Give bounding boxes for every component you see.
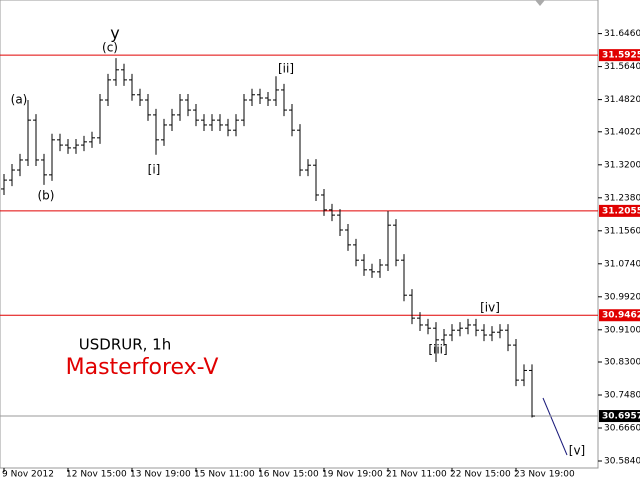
level-label-bg — [599, 204, 640, 217]
x-tick-label: 16 Nov 15:00 — [258, 470, 319, 480]
wave-label: [ii] — [278, 62, 294, 76]
wave-label: (a) — [11, 93, 28, 107]
y-tick-label: 31.2380 — [604, 193, 640, 203]
wave-label: [v] — [569, 444, 585, 458]
chart-title: USDRUR, 1h — [79, 336, 171, 354]
scroll-marker — [535, 0, 545, 6]
level-label: 30.6957 — [602, 412, 640, 422]
chart-subtitle: Masterforex-V — [66, 355, 219, 380]
wave-label: [i] — [148, 163, 161, 177]
y-tick-label: 31.1560 — [604, 226, 640, 236]
y-tick-label: 30.9100 — [604, 325, 640, 335]
y-tick-label: 30.9920 — [604, 292, 640, 302]
x-tick-label: 15 Nov 11:00 — [194, 470, 255, 480]
level-label-bg — [599, 410, 640, 423]
y-tick-label: 30.8300 — [604, 357, 640, 367]
y-tick-label: 30.6660 — [604, 423, 640, 433]
y-tick-label: 31.4820 — [604, 95, 640, 105]
y-tick-label: 30.7480 — [604, 390, 640, 400]
x-tick-label: 19 Nov 19:00 — [322, 470, 383, 480]
level-label-bg — [599, 309, 640, 322]
y-tick-label: 31.0740 — [604, 259, 640, 269]
plot-frame — [0, 0, 599, 469]
level-label: 31.5925 — [602, 51, 640, 61]
level-label: 31.2055 — [602, 206, 640, 216]
level-label-bg — [599, 49, 640, 62]
wave-label: (c) — [102, 41, 118, 55]
x-tick-label: 21 Nov 11:00 — [386, 470, 447, 480]
x-tick-label: 22 Nov 15:00 — [450, 470, 511, 480]
level-label: 30.9462 — [602, 311, 640, 321]
wave-label: [iv] — [480, 301, 500, 315]
x-tick-label: 23 Nov 19:00 — [514, 470, 575, 480]
forecast-line — [542, 397, 568, 456]
x-tick-label: 13 Nov 19:00 — [130, 470, 191, 480]
y-tick-label: 31.4020 — [604, 127, 640, 137]
x-tick-label: 9 Nov 2012 — [2, 470, 54, 480]
wave-label: (b) — [38, 189, 55, 203]
y-tick-label: 30.5840 — [604, 456, 640, 466]
y-tick-label: 31.6460 — [604, 29, 640, 39]
wave-label: y — [110, 24, 119, 43]
y-tick-label: 31.5640 — [604, 62, 640, 72]
y-tick-label: 31.3200 — [604, 160, 640, 170]
x-tick-label: 12 Nov 15:00 — [66, 470, 127, 480]
wave-label: [iii] — [428, 343, 447, 357]
